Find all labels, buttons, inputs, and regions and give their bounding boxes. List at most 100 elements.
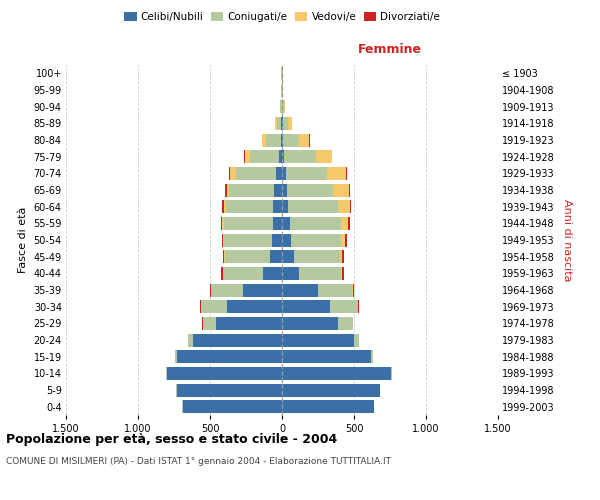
Bar — [182, 400, 282, 413]
Bar — [167, 367, 282, 380]
Bar — [282, 267, 344, 280]
Bar — [266, 134, 282, 146]
Bar — [282, 284, 353, 296]
Bar — [282, 117, 283, 130]
Bar — [282, 184, 333, 196]
Bar — [282, 217, 341, 230]
Bar — [282, 250, 340, 263]
Bar — [262, 134, 282, 146]
Bar — [282, 150, 284, 163]
Bar — [222, 200, 282, 213]
Bar — [282, 184, 350, 196]
Bar — [282, 134, 299, 146]
Bar — [188, 334, 282, 346]
Bar — [282, 317, 338, 330]
Legend: Celibi/Nubili, Coniugati/e, Vedovi/e, Divorziati/e: Celibi/Nubili, Coniugati/e, Vedovi/e, Di… — [120, 8, 444, 26]
Bar — [282, 134, 310, 146]
Bar — [282, 234, 346, 246]
Text: Popolazione per età, sesso e stato civile - 2004: Popolazione per età, sesso e stato civil… — [6, 432, 337, 446]
Bar — [281, 134, 282, 146]
Bar — [177, 384, 282, 396]
Bar — [224, 234, 282, 246]
Bar — [223, 234, 282, 246]
Bar — [282, 200, 338, 213]
Bar — [282, 184, 287, 196]
Bar — [211, 284, 282, 296]
Bar — [210, 284, 282, 296]
Bar — [166, 367, 282, 380]
Bar — [216, 317, 282, 330]
Bar — [188, 334, 282, 346]
Bar — [182, 400, 282, 413]
Bar — [282, 300, 358, 313]
Bar — [282, 350, 371, 363]
Bar — [282, 84, 283, 96]
Bar — [282, 217, 348, 230]
Bar — [221, 267, 282, 280]
Bar — [282, 84, 283, 96]
Bar — [177, 350, 282, 363]
Bar — [176, 384, 282, 396]
Bar — [281, 117, 282, 130]
Bar — [270, 250, 282, 263]
Bar — [282, 300, 329, 313]
Bar — [282, 384, 380, 396]
Bar — [223, 250, 282, 263]
Bar — [281, 84, 282, 96]
Bar — [277, 117, 282, 130]
Bar — [281, 67, 282, 80]
Y-axis label: Anni di nascita: Anni di nascita — [562, 198, 572, 281]
Bar — [282, 117, 288, 130]
Bar — [282, 334, 354, 346]
Bar — [282, 384, 380, 396]
Bar — [282, 350, 373, 363]
Bar — [276, 167, 282, 180]
Bar — [226, 200, 282, 213]
Bar — [282, 334, 359, 346]
Bar — [282, 317, 353, 330]
Bar — [166, 367, 282, 380]
Bar — [282, 84, 283, 96]
Bar — [182, 400, 282, 413]
Bar — [282, 200, 289, 213]
Bar — [282, 350, 373, 363]
Bar — [245, 150, 282, 163]
Bar — [282, 367, 392, 380]
Bar — [272, 217, 282, 230]
Bar — [282, 167, 286, 180]
Bar — [281, 84, 282, 96]
Bar — [223, 267, 282, 280]
Bar — [188, 334, 282, 346]
Bar — [282, 117, 292, 130]
Bar — [224, 250, 282, 263]
Bar — [274, 200, 282, 213]
Bar — [282, 267, 299, 280]
Bar — [282, 334, 359, 346]
Bar — [221, 217, 282, 230]
Bar — [222, 217, 282, 230]
Bar — [282, 67, 283, 80]
Bar — [275, 117, 282, 130]
Bar — [282, 400, 374, 413]
Bar — [281, 84, 282, 96]
Bar — [282, 250, 344, 263]
Bar — [202, 317, 282, 330]
Bar — [282, 167, 346, 180]
Bar — [175, 350, 282, 363]
Bar — [282, 200, 351, 213]
Bar — [224, 217, 282, 230]
Bar — [229, 167, 282, 180]
Bar — [200, 300, 282, 313]
Bar — [243, 284, 282, 296]
Bar — [282, 67, 283, 80]
Bar — [282, 384, 380, 396]
Bar — [282, 400, 374, 413]
Bar — [282, 200, 350, 213]
Bar — [282, 284, 354, 296]
Bar — [280, 100, 282, 113]
Bar — [282, 150, 332, 163]
Text: COMUNE DI MISILMERI (PA) - Dati ISTAT 1° gennaio 2004 - Elaborazione TUTTITALIA.: COMUNE DI MISILMERI (PA) - Dati ISTAT 1°… — [6, 457, 391, 466]
Bar — [282, 334, 359, 346]
Bar — [282, 134, 310, 146]
Bar — [282, 250, 343, 263]
